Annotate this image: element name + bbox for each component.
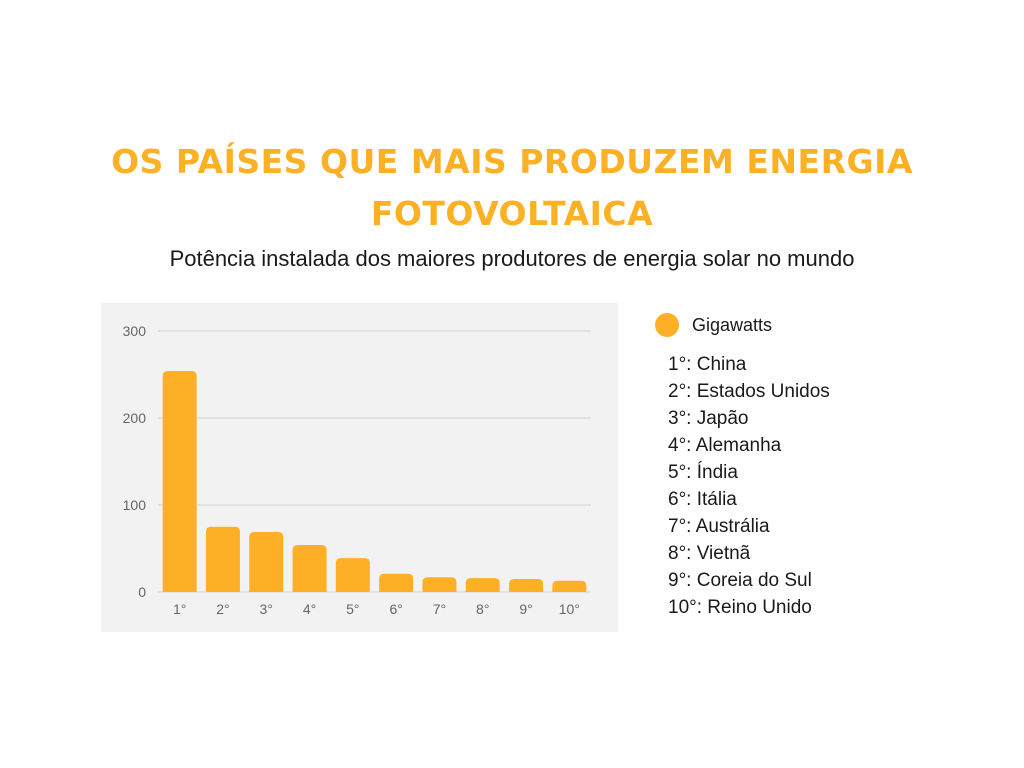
x-tick-label: 2°	[216, 601, 229, 617]
bar-7	[422, 577, 457, 592]
country-list-item: 7°: Austrália	[668, 516, 770, 537]
x-tick-label: 1°	[173, 601, 186, 617]
country-list-item: 4°: Alemanha	[668, 435, 782, 456]
country-list-item: 8°: Vietnã	[668, 543, 751, 564]
bar-1	[162, 371, 197, 592]
x-tick-label: 8°	[476, 601, 489, 617]
x-tick-label: 4°	[303, 601, 316, 617]
page-subtitle: Potência instalada dos maiores produtore…	[169, 246, 855, 271]
x-tick-label: 6°	[389, 601, 402, 617]
title-line-1: OS PAÍSES QUE MAIS PRODUZEM ENERGIA	[111, 142, 913, 181]
country-list-item: 6°: Itália	[668, 489, 737, 510]
legend-circle-icon	[655, 313, 679, 337]
bar-chart: 0 100 200 300 1° 2° 3° 4° 5° 6° 7° 8° 9° 10°	[123, 323, 591, 617]
country-list-item: 5°: Índia	[668, 462, 738, 483]
x-tick-label: 7°	[433, 601, 446, 617]
country-ranking-list: 1°: China 2°: Estados Unidos 3°: Japão 4°: …	[668, 351, 830, 621]
page-title: OS PAÍSES QUE MAIS PRODUZEM ENERGIA FOTO…	[0, 136, 1024, 240]
y-tick-label: 300	[123, 323, 147, 339]
country-list-item: 2°: Estados Unidos	[668, 381, 830, 402]
country-list-item: 10°: Reino Unido	[668, 597, 812, 618]
bar-9	[509, 578, 544, 592]
x-tick-label: 3°	[260, 601, 273, 617]
bar-8	[465, 578, 500, 592]
country-list-item: 3°: Japão	[668, 408, 749, 429]
x-tick-label: 5°	[346, 601, 359, 617]
country-list-item: 1°: China	[668, 354, 747, 375]
bar-6	[379, 573, 414, 592]
x-tick-label: 9°	[519, 601, 532, 617]
bar-10	[552, 580, 587, 592]
chart-legend: Gigawatts	[655, 312, 772, 338]
legend-label: Gigawatts	[692, 314, 773, 335]
y-tick-label: 100	[123, 497, 147, 513]
bar-2	[205, 526, 240, 592]
y-tick-label: 200	[123, 410, 147, 426]
chart-panel: 0 100 200 300 1° 2° 3° 4° 5° 6° 7° 8° 9° 10°	[101, 303, 618, 632]
bar-4	[292, 545, 327, 592]
bar-3	[249, 531, 284, 592]
x-tick-label: 10°	[559, 601, 580, 617]
y-tick-label: 0	[138, 584, 146, 600]
bar-5	[335, 558, 370, 592]
country-list-item: 9°: Coreia do Sul	[668, 570, 812, 591]
title-line-2: FOTOVOLTAICA	[370, 194, 654, 233]
